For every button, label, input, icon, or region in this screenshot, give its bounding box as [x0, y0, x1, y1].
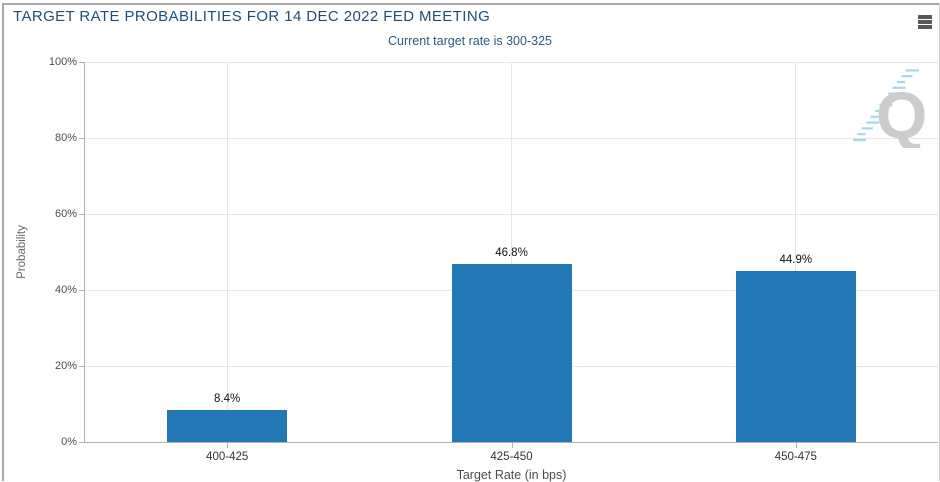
chart-subtitle: Current target rate is 300-325 [388, 34, 552, 48]
plot-area: 8.4% 46.8% 44.9% [84, 61, 938, 443]
bar-value-label: 46.8% [495, 247, 528, 260]
x-axis-tick [795, 443, 797, 448]
widget-left-border [2, 3, 4, 481]
probability-bar[interactable] [167, 410, 288, 442]
y-axis-tick [79, 442, 85, 443]
y-axis-tick [79, 290, 85, 291]
probability-bar[interactable] [735, 271, 856, 442]
probability-bar[interactable] [451, 264, 572, 442]
y-axis-tick [79, 138, 85, 139]
category-gridline [226, 62, 228, 442]
hamburger-bar [918, 25, 932, 29]
widget-top-border [2, 3, 940, 5]
hamburger-bar [918, 15, 932, 19]
chart-title: TARGET RATE PROBABILITIES FOR 14 DEC 202… [13, 8, 491, 25]
x-category-label: 450-475 [774, 451, 817, 463]
y-axis-tick [79, 62, 85, 63]
y-tick-label: 40% [54, 284, 77, 296]
y-tick-label: 100% [48, 56, 77, 68]
watermark-letter: Q [876, 78, 926, 148]
category-gridline [795, 62, 797, 442]
quikstrike-watermark-icon: Q [853, 69, 926, 148]
x-axis-tick [227, 443, 229, 448]
x-category-label: 400-425 [206, 451, 249, 463]
x-axis-title: Target Rate (in bps) [456, 468, 567, 482]
x-axis-tick [511, 443, 513, 448]
bar-value-label: 8.4% [214, 393, 241, 406]
category-gridline [511, 62, 512, 442]
y-tick-label: 20% [54, 360, 77, 372]
y-axis-tick [79, 366, 85, 367]
y-tick-label: 0% [61, 436, 77, 448]
bar-value-label: 44.9% [779, 254, 813, 267]
y-tick-label: 60% [54, 208, 77, 220]
y-tick-label: 80% [54, 132, 77, 144]
y-axis-title: Probability [16, 225, 28, 279]
y-axis-tick [79, 214, 85, 215]
hamburger-menu-icon[interactable] [918, 15, 932, 29]
hamburger-bar [918, 20, 932, 24]
x-category-label: 425-450 [490, 451, 533, 463]
